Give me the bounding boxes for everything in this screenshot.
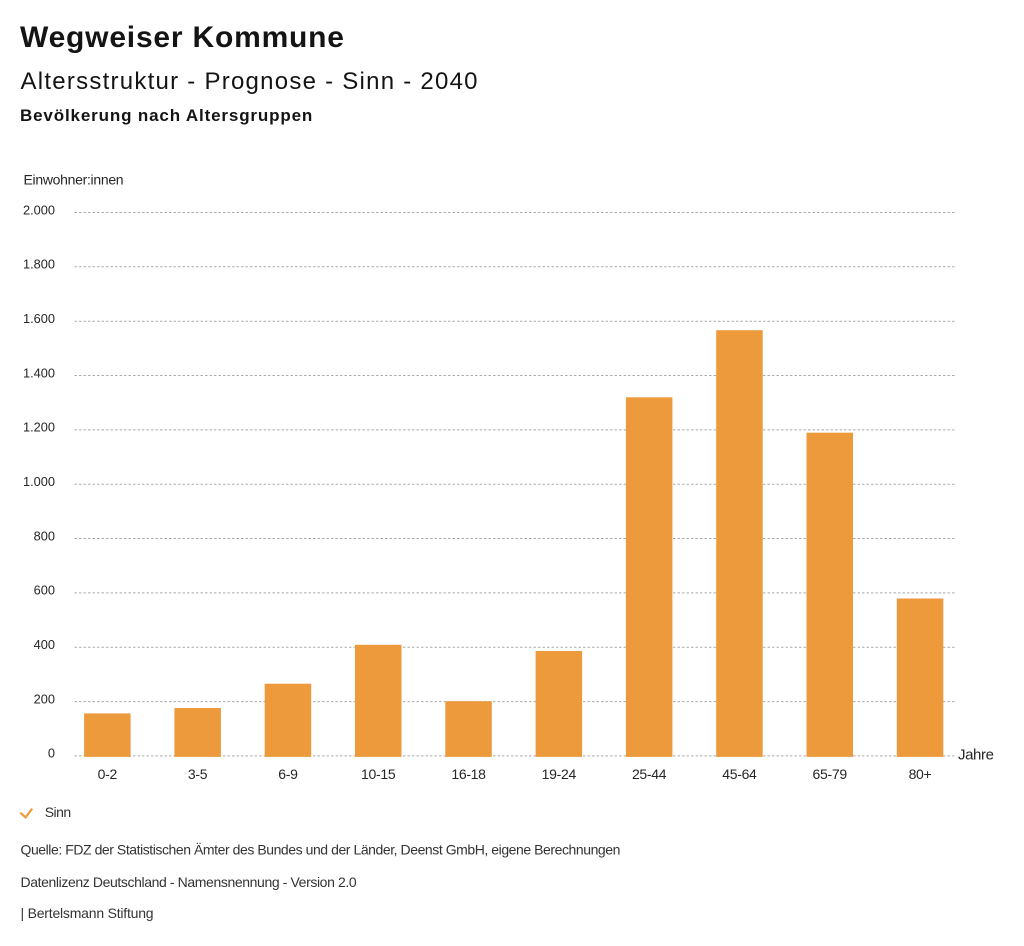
- svg-text:Datenlizenz Deutschland - Name: Datenlizenz Deutschland - Namensnennung …: [21, 874, 357, 890]
- svg-text:1.400: 1.400: [23, 365, 55, 380]
- svg-text:1.800: 1.800: [23, 257, 55, 272]
- svg-text:65-79: 65-79: [813, 766, 848, 782]
- svg-text:200: 200: [34, 691, 55, 706]
- svg-text:10-15: 10-15: [361, 766, 396, 782]
- svg-text:Jahre: Jahre: [958, 747, 994, 764]
- svg-text:0: 0: [48, 746, 55, 761]
- svg-text:800: 800: [34, 528, 55, 543]
- svg-text:16-18: 16-18: [451, 766, 486, 782]
- svg-text:19-24: 19-24: [542, 766, 577, 782]
- svg-text:| Bertelsmann Stiftung: | Bertelsmann Stiftung: [21, 905, 154, 921]
- svg-text:1.000: 1.000: [23, 474, 55, 489]
- svg-text:Bevölkerung nach Altersgruppen: Bevölkerung nach Altersgruppen: [20, 106, 313, 125]
- svg-text:600: 600: [34, 583, 55, 598]
- svg-text:Sinn: Sinn: [45, 804, 71, 820]
- svg-text:45-64: 45-64: [722, 766, 757, 782]
- svg-text:Altersstruktur - Prognose - Si: Altersstruktur - Prognose - Sinn - 2040: [21, 68, 479, 95]
- svg-text:1.200: 1.200: [23, 420, 55, 435]
- svg-text:1.600: 1.600: [23, 311, 55, 326]
- svg-text:Einwohner:innen: Einwohner:innen: [24, 172, 124, 188]
- svg-text:25-44: 25-44: [632, 766, 667, 782]
- svg-text:3-5: 3-5: [188, 766, 208, 782]
- svg-text:400: 400: [34, 637, 55, 652]
- svg-text:80+: 80+: [909, 766, 932, 782]
- svg-text:6-9: 6-9: [278, 766, 298, 782]
- svg-text:Quelle: FDZ der Statistischen: Quelle: FDZ der Statistischen Ämter des …: [21, 842, 620, 858]
- svg-text:Wegweiser Kommune: Wegweiser Kommune: [20, 21, 345, 54]
- svg-text:2.000: 2.000: [23, 202, 55, 217]
- svg-text:0-2: 0-2: [98, 766, 118, 782]
